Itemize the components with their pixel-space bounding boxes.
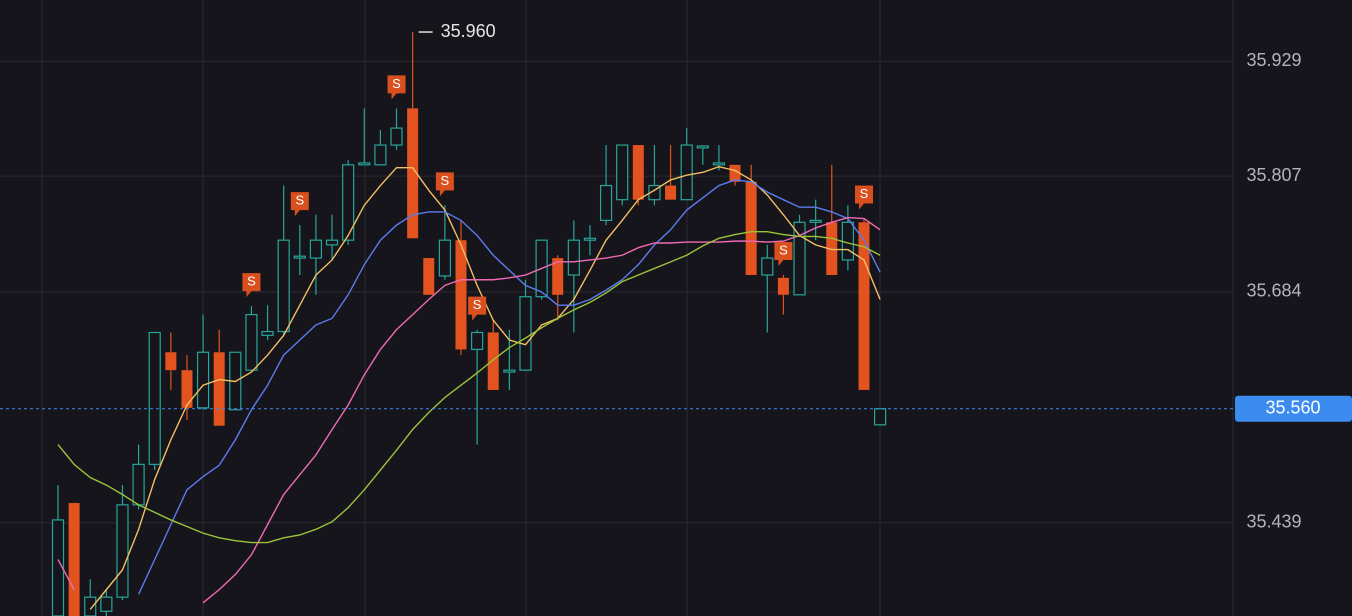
- candle-body: [196, 351, 210, 409]
- signal-label: S: [779, 242, 788, 257]
- signal-badge-shape: [290, 192, 309, 217]
- candle-body: [841, 221, 854, 261]
- candle-body: [374, 144, 387, 166]
- candle-body: [261, 330, 274, 336]
- candle-body: [552, 258, 564, 295]
- candle-body: [245, 313, 258, 371]
- signal-label: S: [295, 193, 304, 208]
- candle-body: [165, 352, 177, 371]
- signal-badge-shape: [435, 172, 454, 197]
- candle-body: [116, 504, 129, 598]
- y-tick-label: 35.684: [1246, 281, 1301, 301]
- signal-badge: S: [774, 242, 793, 267]
- candle-body: [68, 502, 80, 616]
- candle-body: [809, 219, 822, 223]
- signal-label: S: [247, 274, 256, 289]
- last-price-tag: [1235, 395, 1352, 422]
- candle-body: [132, 463, 145, 506]
- candle-body: [390, 127, 403, 146]
- signal-badge-shape: [774, 242, 793, 267]
- signal-badge: S: [468, 296, 487, 321]
- candle-body: [503, 369, 516, 373]
- signal-badge: S: [855, 185, 873, 210]
- candle-body: [100, 596, 113, 612]
- candle-body: [455, 240, 467, 350]
- candle-body: [745, 181, 757, 276]
- candle-body: [696, 145, 709, 149]
- candle-body: [487, 332, 499, 390]
- candle-body: [277, 239, 290, 333]
- candle-body: [148, 331, 161, 465]
- y-tick-label: 35.807: [1246, 165, 1301, 185]
- candle-body: [599, 184, 613, 222]
- candle-body: [423, 258, 435, 295]
- candle-body: [293, 255, 306, 259]
- candle-body: [680, 144, 693, 201]
- y-tick-label: 35.439: [1246, 512, 1301, 532]
- candle-body: [519, 296, 532, 371]
- signal-badge-shape: [387, 75, 406, 100]
- moving-average-line: [57, 559, 75, 590]
- signal-label: S: [441, 173, 450, 188]
- signal-badge-shape: [242, 273, 261, 298]
- candle-body: [181, 370, 193, 408]
- moving-average-line: [202, 216, 881, 604]
- candle-body: [777, 277, 789, 295]
- candle-body: [729, 164, 741, 182]
- signal-badge: S: [242, 273, 261, 298]
- signal-badge: S: [387, 75, 406, 100]
- candle-body: [858, 222, 870, 390]
- candle-body: [648, 184, 661, 201]
- candle-body: [471, 331, 484, 351]
- candle-body: [616, 144, 629, 201]
- candle-body: [309, 239, 323, 259]
- candle-body: [51, 519, 65, 616]
- time-grid: [41, 0, 1234, 616]
- high-label: 35.960: [441, 21, 496, 41]
- candle-body: [342, 164, 355, 241]
- candle-body: [583, 237, 597, 241]
- moving-average-line: [137, 179, 881, 595]
- candle-body: [712, 162, 726, 166]
- signal-label: S: [860, 186, 869, 201]
- candle-body: [84, 596, 97, 616]
- candle-body: [826, 222, 838, 276]
- signal-badge: S: [435, 172, 454, 197]
- candle-body: [874, 408, 887, 426]
- signal-badge-shape: [468, 296, 487, 321]
- candle-body: [793, 221, 806, 296]
- candle-body: [213, 352, 225, 426]
- candle-body: [438, 239, 451, 277]
- signal-label: S: [473, 297, 482, 312]
- y-tick-label: 35.929: [1246, 50, 1301, 70]
- moving-average-line: [57, 231, 881, 544]
- candle-body: [407, 108, 419, 239]
- signal-badge: S: [290, 192, 309, 217]
- candle-body: [761, 257, 774, 276]
- signal-label: S: [392, 76, 401, 91]
- last-price-label: 35.560: [1265, 398, 1320, 418]
- candle-body: [358, 162, 371, 166]
- signal-badge-shape: [855, 185, 873, 210]
- candle-body: [325, 239, 339, 246]
- candle-body: [632, 145, 644, 200]
- candle-body: [567, 239, 580, 276]
- candle-body: [665, 185, 677, 200]
